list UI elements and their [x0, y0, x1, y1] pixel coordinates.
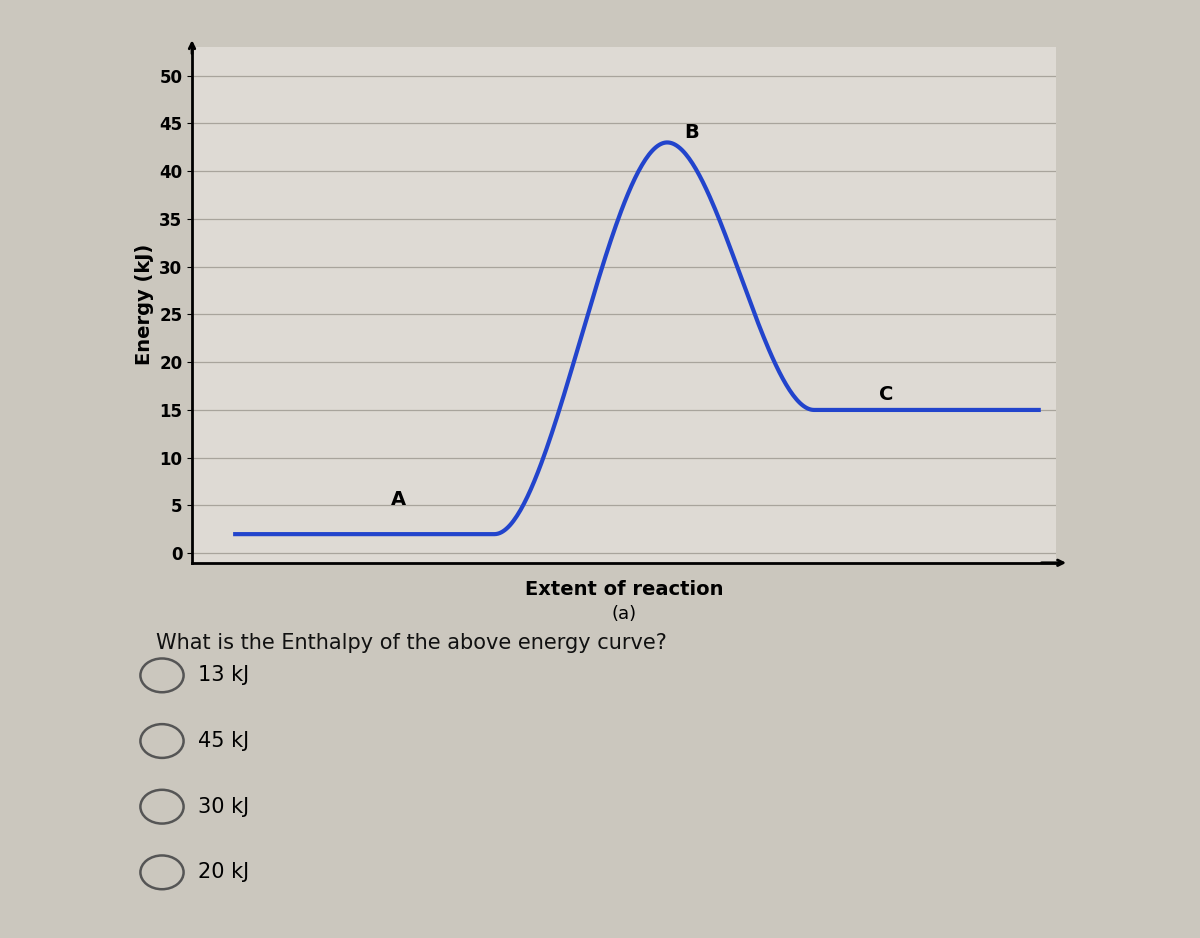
Text: A: A [391, 491, 406, 509]
Text: (a): (a) [612, 605, 636, 623]
Text: C: C [878, 386, 893, 404]
Text: What is the Enthalpy of the above energy curve?: What is the Enthalpy of the above energy… [156, 633, 667, 653]
Text: 45 kJ: 45 kJ [198, 731, 250, 751]
Text: 30 kJ: 30 kJ [198, 796, 250, 817]
Text: B: B [684, 123, 700, 142]
Text: Extent of reaction: Extent of reaction [524, 580, 724, 598]
Text: 20 kJ: 20 kJ [198, 862, 250, 883]
Y-axis label: Energy (kJ): Energy (kJ) [134, 244, 154, 366]
Text: 13 kJ: 13 kJ [198, 665, 250, 686]
